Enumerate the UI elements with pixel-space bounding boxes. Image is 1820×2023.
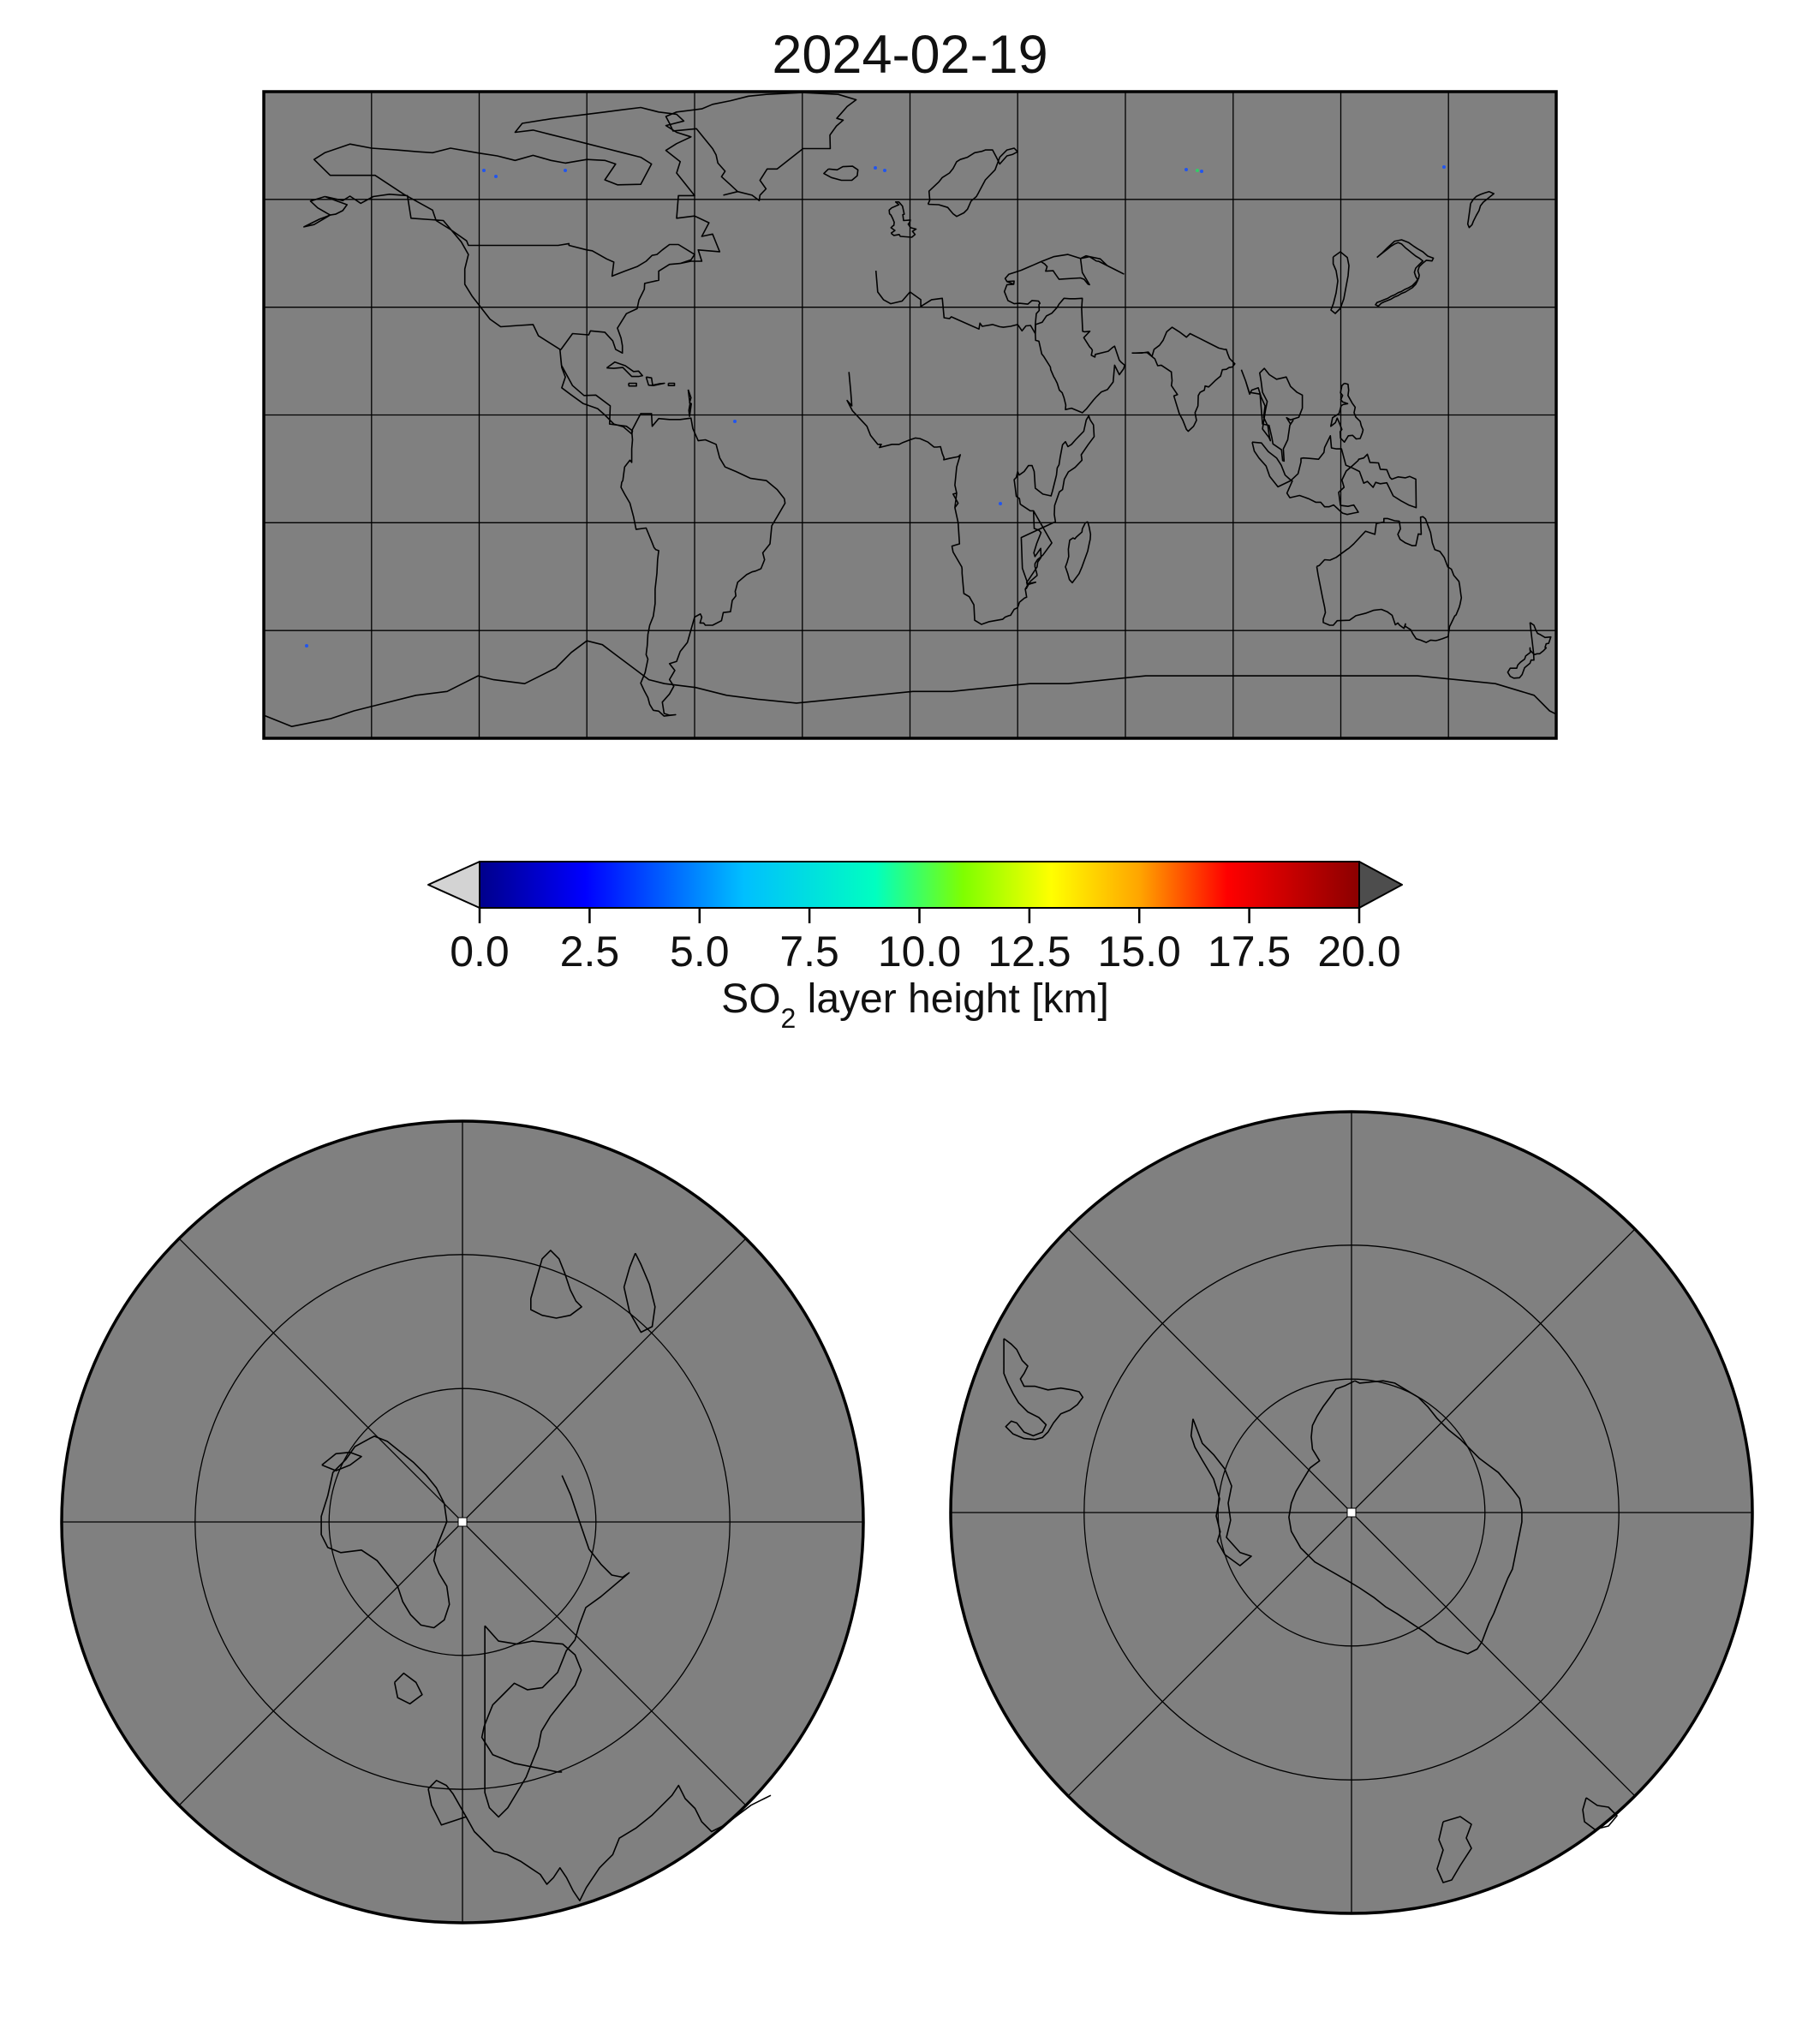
svg-text:2.5: 2.5 <box>560 928 620 976</box>
svg-text:SO2 layer height [km]: SO2 layer height [km] <box>721 976 1109 1034</box>
svg-text:17.5: 17.5 <box>1208 928 1291 976</box>
svg-text:10.0: 10.0 <box>878 928 961 976</box>
svg-text:12.5: 12.5 <box>988 928 1071 976</box>
svg-text:15.0: 15.0 <box>1098 928 1181 976</box>
svg-text:7.5: 7.5 <box>779 928 839 976</box>
svg-text:20.0: 20.0 <box>1317 928 1400 976</box>
svg-text:5.0: 5.0 <box>670 928 730 976</box>
svg-text:0.0: 0.0 <box>450 928 510 976</box>
